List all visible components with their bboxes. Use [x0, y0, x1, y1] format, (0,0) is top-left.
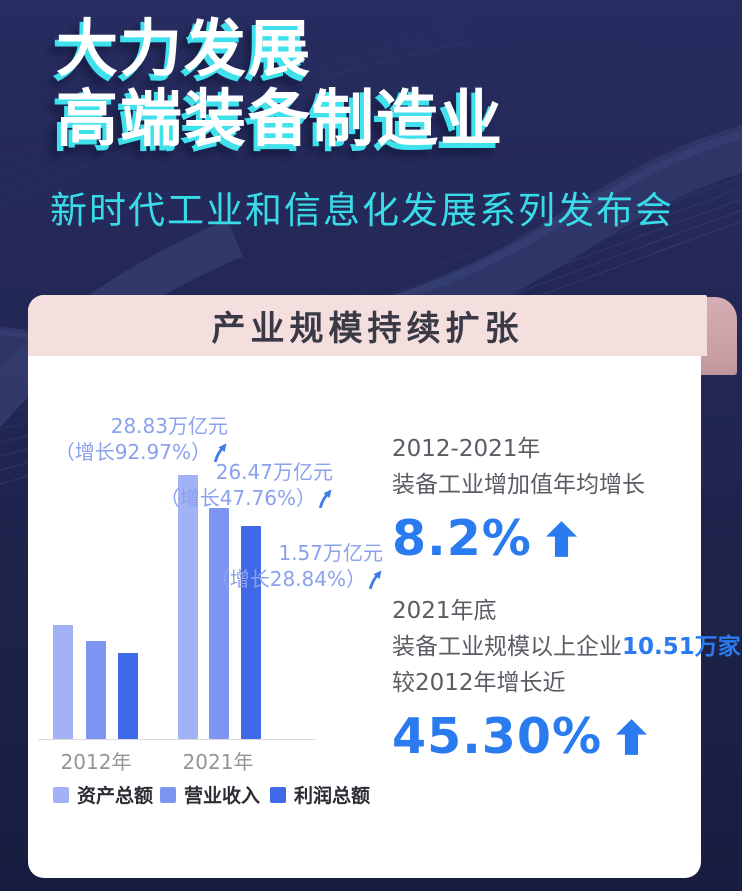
stat1-period: 2012-2021年: [392, 436, 541, 462]
stat2-desc-line2: 较2012年增长近: [392, 670, 566, 696]
card-header-band: 产业规模持续扩张: [28, 295, 707, 356]
stat2-value: 45.30%: [392, 708, 603, 765]
annotation-assets: 28.83万亿元 （增长92.97%）: [48, 413, 228, 465]
stat2-period: 2021年底: [392, 598, 497, 624]
big-up-arrow-icon: [616, 718, 648, 755]
annotation-profit: 1.57万亿元 （增长28.84%）: [203, 540, 383, 592]
legend-swatch-revenue: [160, 786, 176, 803]
legend-label-profit: 利润总额: [294, 785, 371, 807]
main-title-line2: 高端装备制造业: [56, 82, 505, 155]
stat1-value-row: 8.2%: [392, 510, 702, 567]
x-tick-2012: 2012年: [60, 750, 132, 774]
legend-swatch-assets: [53, 786, 69, 803]
stat2-value-row: 45.30%: [392, 708, 702, 765]
annotation-revenue-growth: （增长47.76%）: [153, 485, 333, 511]
growth-up-arrow-icon: [214, 443, 227, 463]
card-title: 产业规模持续扩张: [211, 309, 524, 349]
legend-item-assets: 资产总额: [53, 781, 153, 808]
legend-label-revenue: 营业收入: [184, 785, 261, 807]
stat1-value: 8.2%: [392, 510, 532, 567]
growth-up-arrow-icon: [369, 570, 382, 590]
stat1-desc: 装备工业增加值年均增长: [392, 472, 645, 498]
bar-2021-revenue: [209, 508, 229, 739]
subtitle: 新时代工业和信息化发展系列发布会: [50, 189, 674, 232]
legend-item-profit: 利润总额: [270, 781, 370, 808]
x-tick-2021: 2021年: [182, 750, 254, 774]
annotation-revenue: 26.47万亿元 （增长47.76%）: [153, 459, 333, 511]
bar-2021-profit: [241, 526, 261, 739]
stat-block-enterprises: 2021年底 装备工业规模以上企业10.51万家 较2012年增长近 45.30…: [392, 597, 741, 765]
big-up-arrow-icon: [545, 520, 577, 557]
bar-2012-profit: [118, 653, 138, 739]
stat2-desc: 装备工业规模以上企业10.51万家: [392, 634, 741, 660]
annotation-assets-value: 28.83万亿元: [110, 414, 228, 438]
stat-block-growth: 2012-2021年 装备工业增加值年均增长 8.2%: [392, 435, 702, 567]
bar-2012-revenue: [86, 641, 106, 739]
page-header: 大力发展 高端装备制造业 新时代工业和信息化发展系列发布会: [50, 12, 674, 234]
growth-up-arrow-icon: [319, 489, 332, 509]
annotation-profit-growth: （增长28.84%）: [203, 566, 383, 592]
legend-label-assets: 资产总额: [77, 785, 154, 807]
annotation-revenue-value: 26.47万亿元: [215, 460, 333, 484]
annotation-assets-growth: （增长92.97%）: [48, 439, 228, 465]
stats-card: 产业规模持续扩张 2012年 2021年 28.83万亿元 （增长92.97%）…: [28, 295, 741, 878]
bar-2021-assets: [178, 475, 198, 739]
legend-item-revenue: 营业收入: [160, 781, 260, 808]
legend-swatch-profit: [270, 786, 286, 803]
bar-2012-assets: [53, 625, 73, 739]
main-title-line1: 大力发展: [56, 12, 313, 85]
stat2-highlight: 10.51万家: [622, 634, 741, 660]
x-axis-line: [38, 739, 316, 740]
annotation-profit-value: 1.57万亿元: [278, 541, 383, 565]
